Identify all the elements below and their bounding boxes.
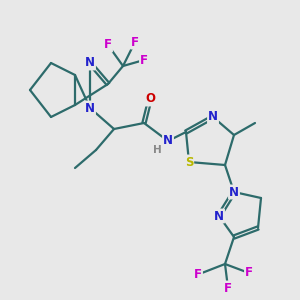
Text: H: H xyxy=(153,145,162,155)
Text: F: F xyxy=(245,266,253,280)
Text: N: N xyxy=(85,101,95,115)
Text: N: N xyxy=(214,209,224,223)
Text: F: F xyxy=(194,268,202,281)
Text: F: F xyxy=(224,281,232,295)
Text: F: F xyxy=(140,53,148,67)
Text: S: S xyxy=(185,155,193,169)
Text: F: F xyxy=(131,35,139,49)
Text: N: N xyxy=(85,56,95,70)
Text: N: N xyxy=(208,110,218,124)
Text: O: O xyxy=(145,92,155,106)
Text: N: N xyxy=(229,185,239,199)
Text: N: N xyxy=(163,134,173,148)
Text: F: F xyxy=(104,38,112,52)
